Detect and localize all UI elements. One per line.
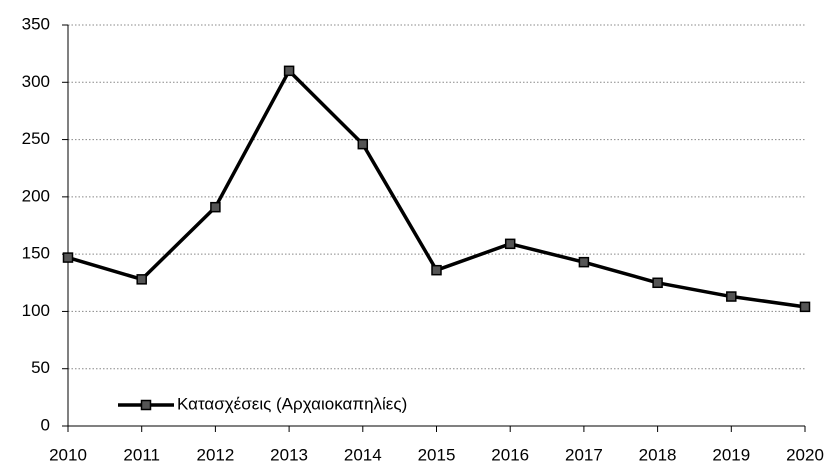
marker [140, 399, 152, 411]
grid [68, 24, 805, 370]
x-tick-label: 2012 [196, 445, 234, 464]
y-tick-label: 200 [22, 186, 50, 205]
x-tick-label: 2018 [639, 445, 677, 464]
x-tick-label: 2013 [270, 445, 308, 464]
x-tick-label: 2015 [418, 445, 456, 464]
axes: 0 50 100 150 200 250 300 350 2010 2011 2012 2013 201… [22, 14, 824, 464]
y-tick-label: 100 [22, 301, 50, 320]
marker [210, 201, 221, 213]
marker [578, 256, 590, 268]
y-tick-label: 300 [22, 72, 50, 91]
marker [652, 277, 663, 289]
y-tick-label: 350 [22, 14, 50, 33]
x-tick-label: 2011 [123, 445, 160, 464]
marker [357, 138, 369, 150]
marker [431, 264, 442, 276]
y-tick-label: 0 [41, 415, 50, 434]
plot-area: Κατασχέσεις (Αρχαιοκαπηλίες) [62, 65, 811, 413]
marker [136, 274, 147, 285]
marker [726, 291, 737, 302]
x-tick-label: 2020 [786, 445, 824, 464]
y-tick-label: 250 [22, 129, 50, 148]
x-tick-label: 2016 [491, 445, 529, 464]
y-tick-label: 50 [31, 358, 50, 377]
marker [504, 238, 516, 250]
marker [283, 65, 295, 77]
x-tick-label: 2019 [712, 445, 750, 464]
marker [62, 252, 74, 263]
marker [799, 301, 811, 313]
x-tick-label: 2017 [565, 445, 603, 464]
legend-label: Κατασχέσεις (Αρχαιοκαπηλίες) [177, 394, 407, 413]
x-tick-label: 2014 [344, 445, 382, 464]
x-tick-label: 2010 [49, 445, 87, 464]
y-tick-label: 150 [22, 244, 50, 263]
